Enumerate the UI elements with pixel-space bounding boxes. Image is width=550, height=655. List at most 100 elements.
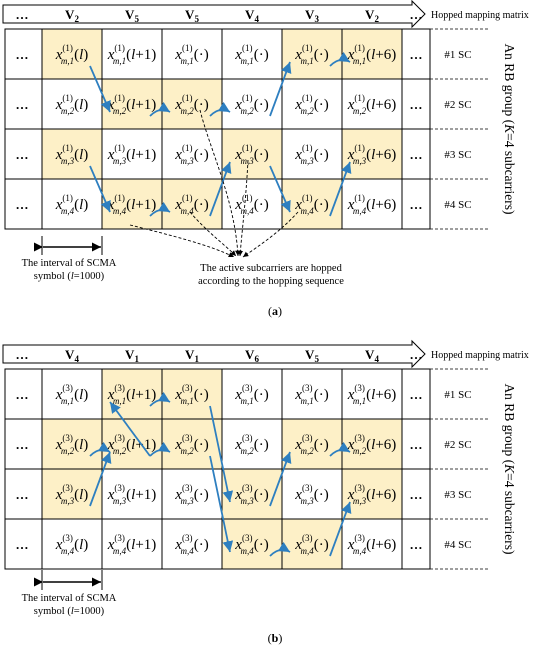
header-matrix-label: V5 bbox=[125, 7, 139, 24]
hop-arrow bbox=[269, 165, 291, 213]
symbol-expression: x(1) m,2(·) bbox=[174, 93, 208, 116]
symbol-cell bbox=[161, 468, 223, 520]
symbol-expression: x(1) m,1(l) bbox=[55, 43, 89, 66]
grid-cell-dots bbox=[401, 128, 431, 180]
symbol-expression: x(1) m,4(·) bbox=[234, 193, 268, 216]
panel-a: … V2 V5 V5 V4 V3 V2 … Hopped mapping matrix … x(1)… bbox=[2, 0, 529, 318]
symbol-cell bbox=[281, 418, 343, 470]
row-dots: … bbox=[16, 437, 29, 452]
subcarrier-label: #4 SC bbox=[444, 539, 471, 551]
row-dots-right: … bbox=[410, 387, 423, 402]
symbol-expression: x(3) m,4(l+1) bbox=[107, 533, 157, 556]
hop-arrow bbox=[89, 441, 111, 457]
symbol-expression: x(3) m,2(l+1) bbox=[107, 433, 157, 456]
hopped-mapping-label: Hopped mapping matrix bbox=[431, 350, 529, 361]
symbol-expression: x(3) m,3(·) bbox=[174, 483, 208, 506]
symbol-cell bbox=[101, 28, 163, 80]
grid-cell-dots bbox=[4, 128, 43, 180]
symbol-cell bbox=[221, 178, 283, 230]
hopped-mapping-label: Hopped mapping matrix bbox=[431, 10, 529, 21]
symbol-expression: x(3) m,3(l+1) bbox=[107, 483, 157, 506]
symbol-cell bbox=[281, 28, 343, 80]
header-matrix-label: V4 bbox=[65, 347, 79, 364]
symbol-expression: x(1) m,2(·) bbox=[234, 93, 268, 116]
panel-b: … V4 V1 V1 V6 V5 V4 … Hopped mapping matrix … x(3)… bbox=[2, 339, 529, 645]
hop-arrow bbox=[329, 161, 352, 217]
grid-cell-dots bbox=[401, 368, 431, 420]
hop-arrow bbox=[269, 61, 292, 117]
symbol-cell bbox=[41, 78, 103, 130]
subcarrier-label: #4 SC bbox=[444, 199, 471, 211]
symbol-cell bbox=[341, 28, 403, 80]
symbol-cell bbox=[281, 128, 343, 180]
symbol-cell bbox=[281, 468, 343, 520]
grid-cell-dots bbox=[401, 518, 431, 570]
grid-cell-dots bbox=[4, 178, 43, 230]
symbol-cell bbox=[101, 518, 163, 570]
header-matrix-label: V2 bbox=[365, 7, 379, 24]
symbol-expression: x(1) m,4(l+1) bbox=[107, 193, 157, 216]
row-dots: … bbox=[16, 97, 29, 112]
header-matrix-label: V5 bbox=[185, 7, 199, 24]
row-dots: … bbox=[16, 197, 29, 212]
header-matrix-label: V3 bbox=[305, 7, 319, 24]
symbol-expression: x(1) m,3(l+1) bbox=[107, 143, 157, 166]
symbol-expression: x(3) m,1(·) bbox=[294, 383, 328, 406]
panel-caption: (b) bbox=[268, 631, 283, 645]
symbol-expression: x(3) m,1(l+6) bbox=[347, 383, 397, 406]
active-subcarrier-annotation: The active subcarriers are hopped accord… bbox=[129, 109, 344, 287]
symbol-expression: x(1) m,1(l+6) bbox=[347, 43, 397, 66]
hop-arrow bbox=[209, 161, 232, 217]
hop-arrow bbox=[209, 405, 234, 503]
grid-cell-dots bbox=[401, 178, 431, 230]
subcarrier-label: #1 SC bbox=[444, 49, 471, 61]
symbol-cell bbox=[221, 368, 283, 420]
rb-group-label: An RB group (K=4 subcarriers) bbox=[502, 383, 517, 554]
symbol-cell bbox=[161, 418, 223, 470]
symbol-cell bbox=[41, 518, 103, 570]
symbol-cell bbox=[41, 468, 103, 520]
header-matrix-label: V2 bbox=[65, 7, 79, 24]
symbol-expression: x(1) m,4(l) bbox=[55, 193, 89, 216]
symbol-expression: x(3) m,4(l+6) bbox=[347, 533, 397, 556]
header-dots: … bbox=[16, 7, 29, 22]
grid-cell-dots bbox=[401, 468, 431, 520]
row-dots: … bbox=[16, 387, 29, 402]
subcarrier-label: #2 SC bbox=[444, 439, 471, 451]
symbol-expression: x(3) m,4(·) bbox=[294, 533, 328, 556]
symbol-cell bbox=[341, 468, 403, 520]
hop-arrow bbox=[89, 65, 111, 113]
row-dots-right: … bbox=[410, 437, 423, 452]
annotation-line1: The active subcarriers are hopped bbox=[200, 263, 342, 274]
hop-arrow bbox=[149, 201, 171, 217]
symbol-expression: x(3) m,3(·) bbox=[294, 483, 328, 506]
row-dots-right: … bbox=[410, 147, 423, 162]
symbol-expression: x(3) m,4(·) bbox=[174, 533, 208, 556]
grid-cell-dots bbox=[4, 368, 43, 420]
symbol-expression: x(1) m,3(·) bbox=[294, 143, 328, 166]
symbol-cell bbox=[221, 518, 283, 570]
symbol-expression: x(1) m,3(·) bbox=[174, 143, 208, 166]
symbol-expression: x(3) m,2(l) bbox=[55, 433, 89, 456]
symbol-expression: x(1) m,1(l+1) bbox=[107, 43, 157, 66]
symbol-expression: x(3) m,1(·) bbox=[174, 383, 208, 406]
row-dots: … bbox=[16, 487, 29, 502]
symbol-cell bbox=[221, 78, 283, 130]
symbol-cell bbox=[221, 28, 283, 80]
row-dots-right: … bbox=[410, 487, 423, 502]
subcarrier-label: #2 SC bbox=[444, 99, 471, 111]
hop-arrow bbox=[329, 501, 352, 557]
subcarrier-label: #3 SC bbox=[444, 489, 471, 501]
header-dots: … bbox=[16, 347, 29, 362]
interval-annotation-b: The interval of SCMA symbol (l=1000) bbox=[22, 570, 117, 617]
symbol-cell bbox=[101, 78, 163, 130]
symbol-expression: x(3) m,2(·) bbox=[294, 433, 328, 456]
rb-group-label: An RB group (K=4 subcarriers) bbox=[502, 43, 517, 214]
subcarrier-label: #3 SC bbox=[444, 149, 471, 161]
symbol-cell bbox=[341, 518, 403, 570]
header-matrix-label: V6 bbox=[245, 347, 259, 364]
grid-cell-dots bbox=[4, 418, 43, 470]
header-matrix-label: V1 bbox=[185, 347, 199, 364]
symbol-expression: x(3) m,2(·) bbox=[174, 433, 208, 456]
